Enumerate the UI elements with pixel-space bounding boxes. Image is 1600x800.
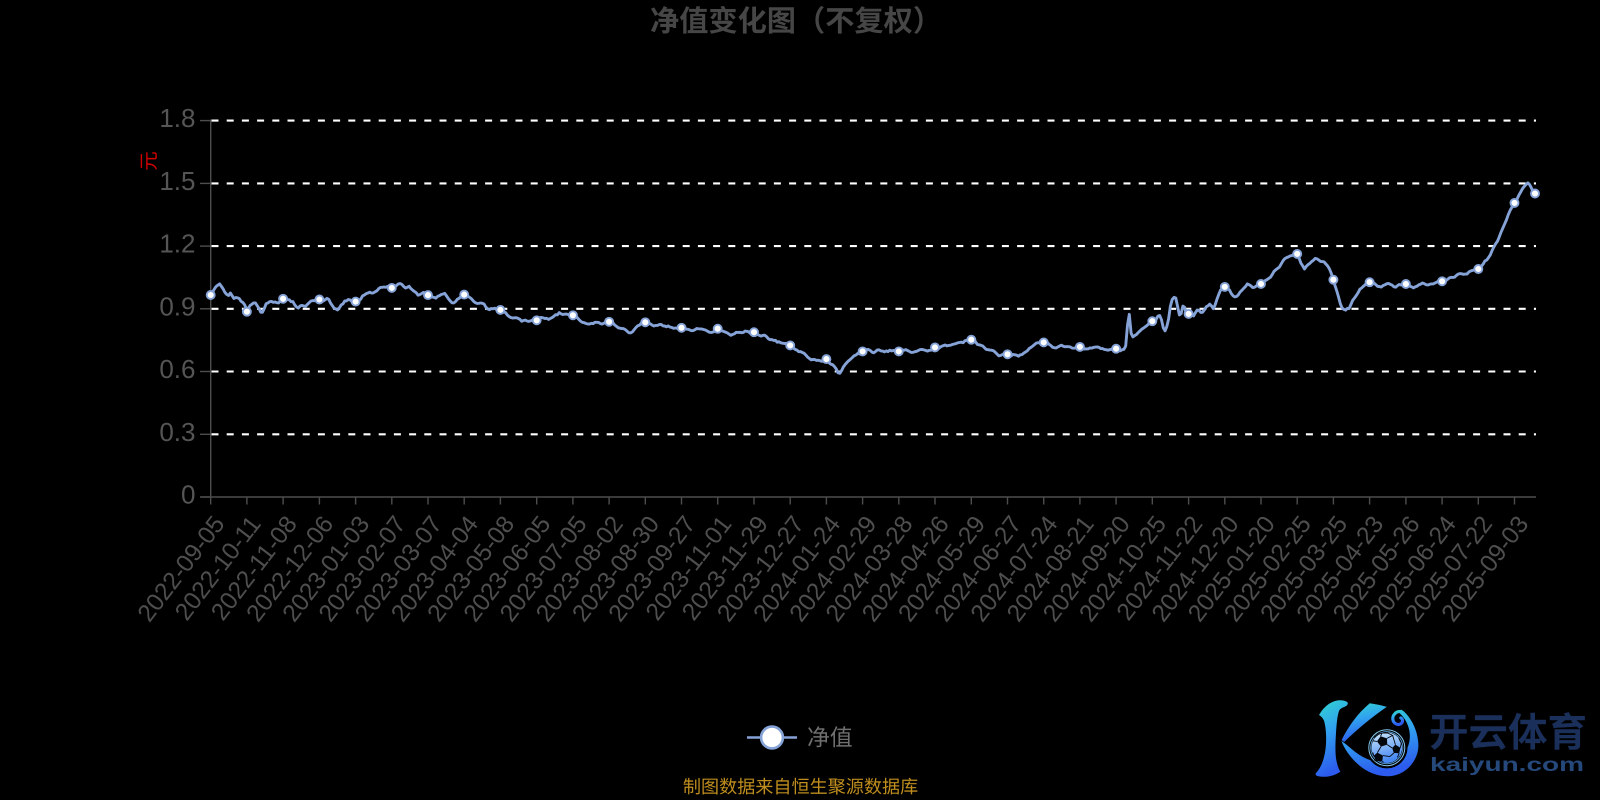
svg-text:1.2: 1.2 xyxy=(159,229,195,259)
svg-text:1.5: 1.5 xyxy=(159,166,195,196)
svg-text:1.8: 1.8 xyxy=(159,103,195,133)
svg-text:0.6: 0.6 xyxy=(159,354,195,384)
svg-text:0.3: 0.3 xyxy=(159,417,195,447)
svg-text:0: 0 xyxy=(181,480,195,510)
svg-text:0.9: 0.9 xyxy=(159,291,195,321)
svg-text:kaiyun.com: kaiyun.com xyxy=(1430,754,1584,776)
